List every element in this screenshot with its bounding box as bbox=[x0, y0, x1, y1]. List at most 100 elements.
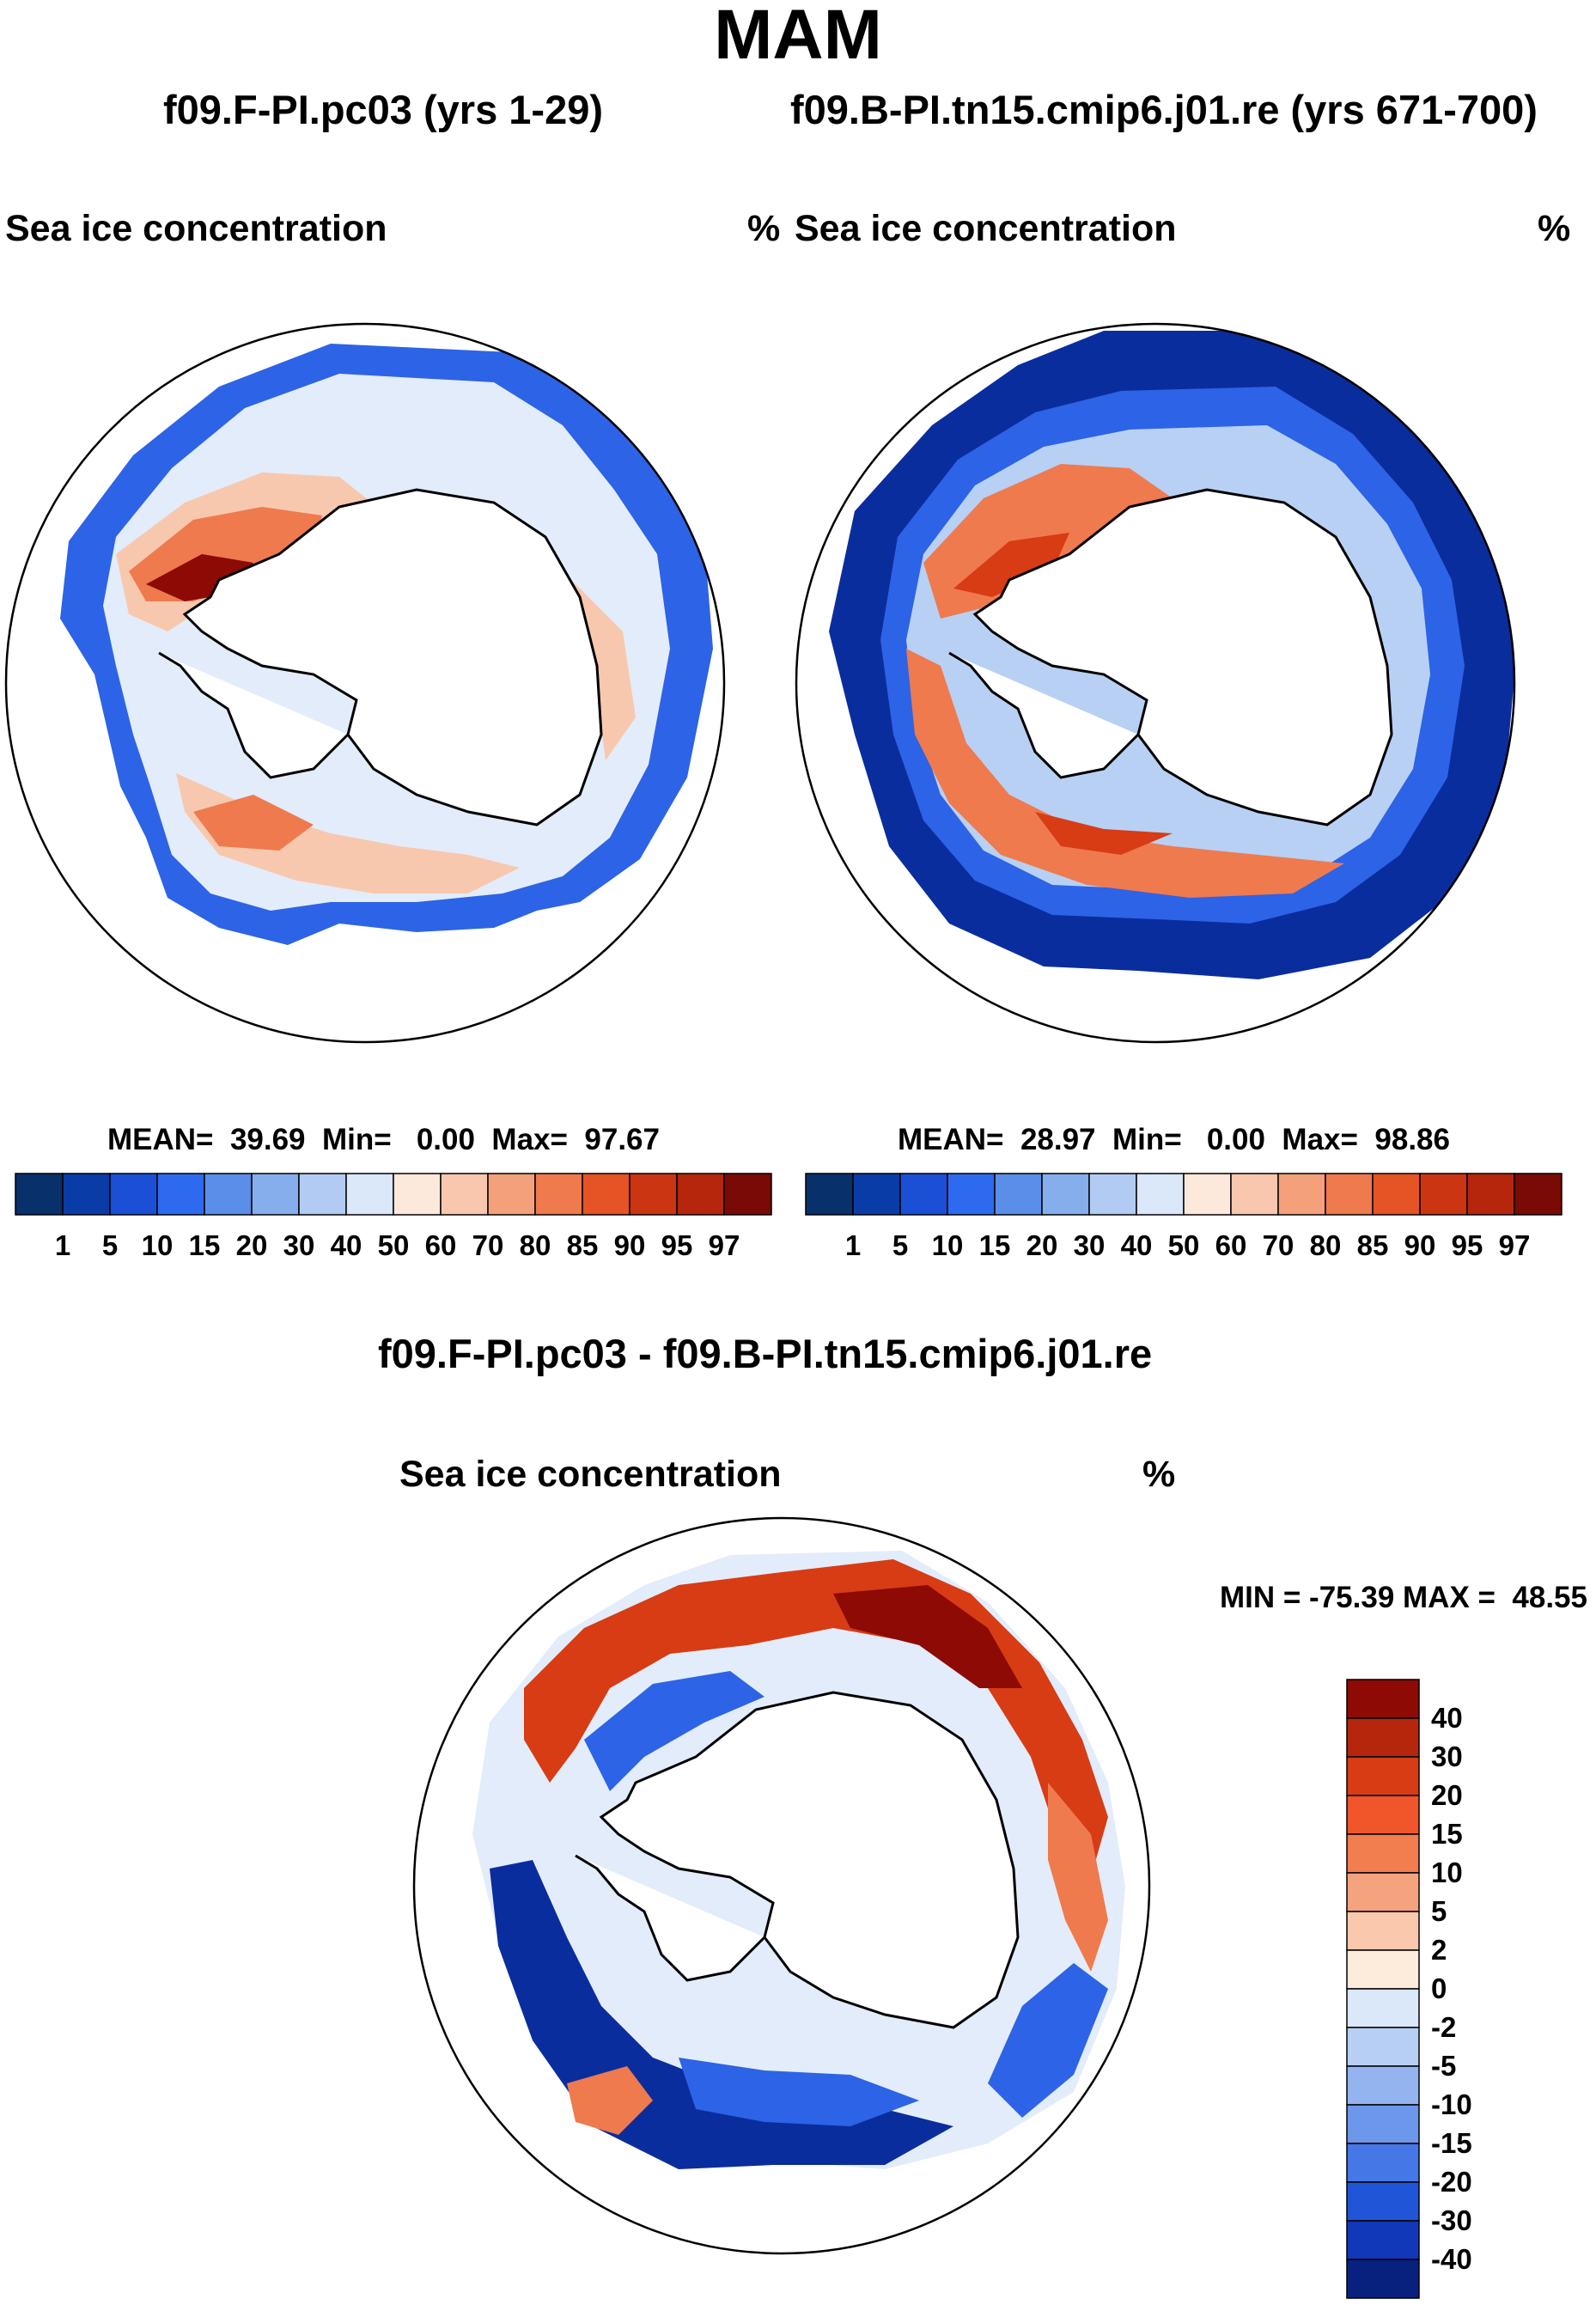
right-ice-red-wed bbox=[953, 533, 1069, 597]
diff-colorbar-box-2 bbox=[1346, 1756, 1420, 1796]
left-colorbar-tick: 20 bbox=[235, 1229, 268, 1261]
right-colorbar-box-14 bbox=[1466, 1173, 1515, 1216]
figure-title: MAM bbox=[714, 0, 882, 74]
right-colorbar-box-7 bbox=[1136, 1173, 1185, 1216]
left-colorbar-tick: 97 bbox=[708, 1229, 740, 1261]
right-ice-red-ross bbox=[1035, 812, 1173, 855]
right-colorbar-tick: 5 bbox=[892, 1229, 909, 1261]
left-colorbar-box-2 bbox=[109, 1173, 158, 1216]
right-colorbar-box-4 bbox=[994, 1173, 1043, 1216]
diff-blue-wed bbox=[584, 1671, 764, 1791]
left-colorbar-box-13 bbox=[629, 1173, 678, 1216]
diff-variable-label: Sea ice concentration bbox=[399, 1454, 782, 1495]
diff-colorbar-tick: -15 bbox=[1431, 2127, 1472, 2159]
left-map bbox=[4, 322, 726, 1044]
diff-colorbar-box-8 bbox=[1346, 1988, 1420, 2028]
diff-colorbar-box-12 bbox=[1346, 2143, 1420, 2183]
diff-colorbar-tick: 20 bbox=[1431, 1779, 1463, 1811]
diff-colorbar-box-3 bbox=[1346, 1795, 1420, 1835]
right-colorbar-tick: 85 bbox=[1356, 1229, 1389, 1261]
right-colorbar-box-12 bbox=[1372, 1173, 1421, 1216]
right-colorbar-box-2 bbox=[899, 1173, 948, 1216]
diff-colorbar-box-5 bbox=[1346, 1872, 1420, 1912]
diff-colorbar bbox=[1346, 1679, 1420, 2299]
left-colorbar-box-12 bbox=[582, 1173, 630, 1216]
left-colorbar-box-0 bbox=[15, 1173, 64, 1216]
diff-darkred-north bbox=[833, 1585, 1022, 1688]
right-colorbar-box-0 bbox=[805, 1173, 854, 1216]
left-colorbar-tick: 5 bbox=[101, 1229, 119, 1261]
diff-colorbar-box-1 bbox=[1346, 1717, 1420, 1758]
right-colorbar bbox=[805, 1173, 1562, 1216]
right-colorbar-tick: 20 bbox=[1026, 1229, 1058, 1261]
left-colorbar-tick: 95 bbox=[661, 1229, 693, 1261]
diff-units-label: % bbox=[1142, 1454, 1176, 1495]
right-colorbar-tick: 70 bbox=[1262, 1229, 1294, 1261]
diff-colorbar-tick: 5 bbox=[1431, 1895, 1447, 1927]
right-colorbar-tick: 40 bbox=[1120, 1229, 1153, 1261]
right-stats: MEAN= 28.97 Min= 0.00 Max= 98.86 bbox=[898, 1123, 1450, 1156]
left-colorbar-box-11 bbox=[534, 1173, 583, 1216]
right-units-label: % bbox=[1538, 208, 1571, 249]
left-colorbar-ticks: 1 5 10 15 20 30 40 50 60 70 80 85 90 95 97 bbox=[15, 1230, 771, 1265]
left-colorbar-box-9 bbox=[440, 1173, 489, 1216]
diff-colorbar-box-10 bbox=[1346, 2065, 1420, 2106]
left-colorbar-tick: 70 bbox=[472, 1229, 504, 1261]
diff-colorbar-box-15 bbox=[1346, 2259, 1420, 2299]
right-colorbar-tick: 97 bbox=[1498, 1229, 1531, 1261]
right-colorbar-ticks: 1 5 10 15 20 30 40 50 60 70 80 85 90 95 97 bbox=[806, 1230, 1562, 1265]
right-colorbar-tick: 60 bbox=[1215, 1229, 1247, 1261]
left-colorbar-tick: 10 bbox=[141, 1229, 174, 1261]
right-colorbar-tick: 10 bbox=[931, 1229, 964, 1261]
left-continent bbox=[158, 488, 603, 826]
right-colorbar-box-3 bbox=[947, 1173, 996, 1216]
diff-colorbar-tick: -2 bbox=[1431, 2011, 1457, 2043]
diff-colorbar-tick: -30 bbox=[1431, 2204, 1472, 2236]
diff-colorbar-tick: 40 bbox=[1431, 1702, 1463, 1734]
diff-colorbar-box-4 bbox=[1346, 1833, 1420, 1874]
diff-colorbar-box-14 bbox=[1346, 2220, 1420, 2260]
left-ice-orange-ross bbox=[193, 795, 314, 851]
left-panel-title: f09.F-PI.pc03 (yrs 1-29) bbox=[163, 87, 603, 132]
left-colorbar-tick: 60 bbox=[424, 1229, 457, 1261]
diff-blue-ross bbox=[679, 2058, 919, 2126]
diff-colorbar-tick: 15 bbox=[1431, 1818, 1463, 1850]
right-colorbar-box-1 bbox=[852, 1173, 901, 1216]
left-colorbar-box-4 bbox=[204, 1173, 253, 1216]
right-colorbar-box-15 bbox=[1514, 1173, 1562, 1216]
left-colorbar-box-6 bbox=[298, 1173, 347, 1216]
right-colorbar-box-6 bbox=[1088, 1173, 1137, 1216]
left-colorbar-tick: 1 bbox=[54, 1229, 71, 1261]
diff-continent bbox=[575, 1691, 1020, 2029]
diff-colorbar-box-13 bbox=[1346, 2181, 1420, 2222]
right-colorbar-box-8 bbox=[1183, 1173, 1232, 1216]
left-colorbar-box-7 bbox=[345, 1173, 394, 1216]
right-colorbar-tick: 95 bbox=[1451, 1229, 1483, 1261]
left-colorbar-box-1 bbox=[62, 1173, 111, 1216]
right-colorbar-box-5 bbox=[1041, 1173, 1090, 1216]
left-colorbar bbox=[15, 1173, 772, 1216]
right-ice-orange-west bbox=[906, 649, 1344, 898]
left-colorbar-tick: 30 bbox=[283, 1229, 315, 1261]
diff-colorbar-box-9 bbox=[1346, 2027, 1420, 2067]
right-map bbox=[795, 322, 1516, 1044]
right-colorbar-box-10 bbox=[1277, 1173, 1326, 1216]
right-colorbar-tick: 15 bbox=[978, 1229, 1011, 1261]
diff-panel-title: f09.F-PI.pc03 - f09.B-PI.tn15.cmip6.j01.… bbox=[378, 1331, 1153, 1376]
left-ice-peach-ross bbox=[176, 773, 520, 893]
diff-colorbar-tick: -40 bbox=[1431, 2243, 1472, 2275]
diff-colorbar-box-11 bbox=[1346, 2104, 1420, 2144]
diff-colorbar-box-7 bbox=[1346, 1949, 1420, 1990]
left-colorbar-tick: 90 bbox=[613, 1229, 646, 1261]
left-colorbar-box-15 bbox=[723, 1173, 772, 1216]
right-colorbar-box-11 bbox=[1325, 1173, 1374, 1216]
left-colorbar-tick: 80 bbox=[519, 1229, 551, 1261]
left-colorbar-box-3 bbox=[156, 1173, 205, 1216]
left-colorbar-box-14 bbox=[676, 1173, 725, 1216]
diff-colorbar-tick: 2 bbox=[1431, 1934, 1447, 1966]
left-colorbar-tick: 40 bbox=[330, 1229, 362, 1261]
diff-orange-east bbox=[1048, 1783, 1108, 1972]
diff-colorbar-tick: 0 bbox=[1431, 1973, 1447, 2004]
right-colorbar-tick: 1 bbox=[844, 1229, 862, 1261]
right-colorbar-tick: 50 bbox=[1167, 1229, 1200, 1261]
